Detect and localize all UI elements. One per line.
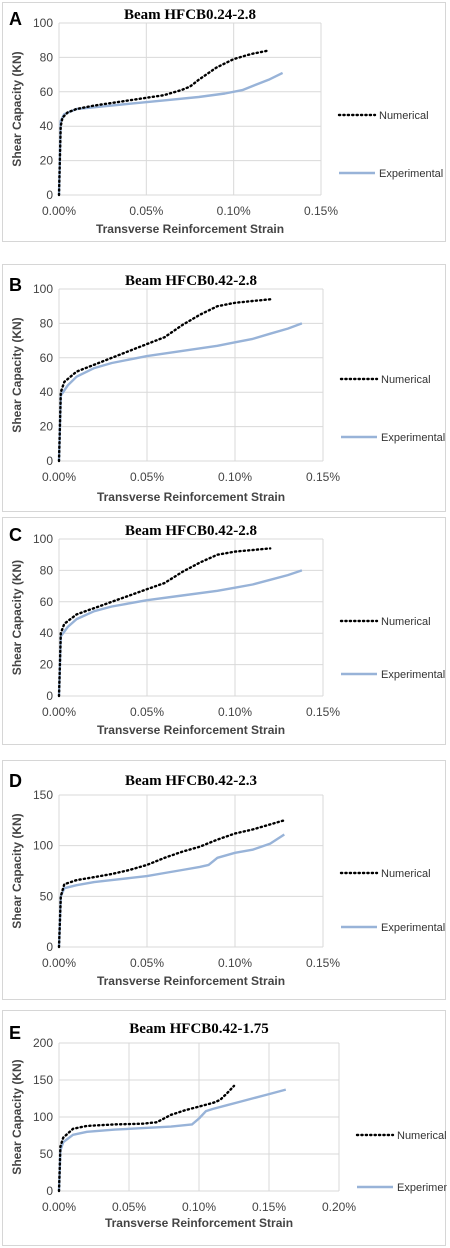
y-tick-label: 40 xyxy=(40,626,54,640)
chart-title: Beam HFCB0.42-1.75 xyxy=(129,1021,269,1037)
series-line-experimental xyxy=(57,322,303,462)
x-tick-label: 0.05% xyxy=(112,1200,146,1214)
y-tick-label: 0 xyxy=(46,1184,53,1198)
y-tick-label: 80 xyxy=(40,50,54,64)
y-tick-label: 20 xyxy=(40,154,54,168)
x-axis-title: Transverse Reinforcement Strain xyxy=(97,723,285,737)
y-tick-label: 0 xyxy=(46,689,53,703)
x-tick-label: 0.05% xyxy=(130,470,164,484)
y-axis-title: Shear Capacity (KN) xyxy=(10,1059,24,1174)
x-axis-title: Transverse Reinforcement Strain xyxy=(97,490,285,504)
y-tick-label: 60 xyxy=(40,85,54,99)
chart-panel-b: B Beam HFCB0.42-2.8 0 20 40 60 80 100 0.00% 0.05%… xyxy=(2,264,446,512)
x-axis-title: Transverse Reinforcement Strain xyxy=(105,1216,293,1230)
y-axis-title: Shear Capacity (KN) xyxy=(10,317,24,432)
x-tick-label: 0.05% xyxy=(130,956,164,970)
x-tick-label: 0.15% xyxy=(306,470,340,484)
x-tick-label: 0.15% xyxy=(306,956,340,970)
x-tick-label: 0.15% xyxy=(252,1200,286,1214)
chart-panel-e: E Beam HFCB0.42-1.75 0 50 100 150 200 0.00% 0.05… xyxy=(2,1010,447,1246)
series-line-experimental xyxy=(57,71,284,196)
chart-d: D Beam HFCB0.42-2.3 0 50 100 150 0.00% 0.05% 0.1… xyxy=(9,771,445,988)
x-tick-label: 0.10% xyxy=(217,204,251,218)
y-tick-label: 0 xyxy=(46,454,53,468)
x-tick-label: 0.15% xyxy=(304,204,338,218)
x-tick-label: 0.05% xyxy=(129,204,163,218)
panel-letter: C xyxy=(9,525,22,545)
y-tick-label: 60 xyxy=(40,351,54,365)
x-tick-label: 0.10% xyxy=(218,705,252,719)
series-line-numerical xyxy=(57,547,272,698)
x-tick-label: 0.00% xyxy=(42,1200,76,1214)
y-tick-label: 40 xyxy=(40,119,54,133)
y-tick-label: 20 xyxy=(40,420,54,434)
panel-letter: B xyxy=(9,275,22,295)
chart-panel-a: A Beam HFCB0.24-2.8 0 20 40 60 80 100 0.00% 0.05%… xyxy=(2,2,446,242)
legend-label-experimental: Experimental xyxy=(381,922,445,934)
x-tick-label: 0.05% xyxy=(130,705,164,719)
panel-letter: D xyxy=(9,771,22,791)
series-line-numerical xyxy=(57,298,272,463)
legend-label-numerical: Numerical xyxy=(379,110,429,122)
y-tick-label: 100 xyxy=(33,1110,53,1124)
panel-letter: A xyxy=(9,9,22,29)
y-tick-label: 20 xyxy=(40,658,54,672)
series-line-experimental xyxy=(57,569,303,697)
chart-c: C Beam HFCB0.42-2.8 0 20 40 60 80 100 0.00% 0.05%… xyxy=(9,523,445,737)
chart-title: Beam HFCB0.42-2.8 xyxy=(125,523,257,539)
chart-panel-c: C Beam HFCB0.42-2.8 0 20 40 60 80 100 0.00% 0.05%… xyxy=(2,517,446,745)
x-tick-label: 0.00% xyxy=(42,470,76,484)
y-tick-label: 60 xyxy=(40,595,54,609)
x-tick-label: 0.10% xyxy=(218,956,252,970)
y-tick-label: 0 xyxy=(46,188,53,202)
y-axis-title: Shear Capacity (KN) xyxy=(10,51,24,166)
chart-title: Beam HFCB0.42-2.8 xyxy=(125,273,257,289)
x-tick-label: 0.20% xyxy=(322,1200,356,1214)
legend-label-numerical: Numerical xyxy=(397,1130,447,1142)
chart-e: E Beam HFCB0.42-1.75 0 50 100 150 200 0.00% 0.05… xyxy=(9,1021,447,1230)
y-tick-label: 100 xyxy=(33,282,53,296)
y-axis-title: Shear Capacity (KN) xyxy=(10,560,24,675)
legend-label-experimental: Experimental xyxy=(381,432,445,444)
legend-label-numerical: Numerical xyxy=(381,616,431,628)
y-tick-label: 80 xyxy=(40,563,54,577)
chart-panel-d: D Beam HFCB0.42-2.3 0 50 100 150 0.00% 0.05% 0.1… xyxy=(2,760,446,1000)
legend-label-numerical: Numerical xyxy=(381,868,431,880)
x-tick-label: 0.00% xyxy=(42,705,76,719)
y-tick-label: 150 xyxy=(33,1073,53,1087)
y-tick-label: 150 xyxy=(33,788,53,802)
chart-b: B Beam HFCB0.42-2.8 0 20 40 60 80 100 0.00% 0.05%… xyxy=(9,273,445,504)
legend-label-experimental: Experimental xyxy=(379,168,443,180)
x-tick-label: 0.10% xyxy=(182,1200,216,1214)
y-tick-label: 200 xyxy=(33,1036,53,1050)
y-tick-label: 100 xyxy=(33,532,53,546)
y-tick-label: 100 xyxy=(33,839,53,853)
y-tick-label: 80 xyxy=(40,316,54,330)
x-tick-label: 0.00% xyxy=(42,204,76,218)
y-axis-title: Shear Capacity (KN) xyxy=(10,813,24,928)
series-line-numerical xyxy=(57,819,286,949)
y-tick-label: 0 xyxy=(46,940,53,954)
y-tick-label: 40 xyxy=(40,385,54,399)
x-tick-label: 0.00% xyxy=(42,956,76,970)
y-tick-label: 100 xyxy=(33,16,53,30)
legend-label-experimental: Experimental xyxy=(397,1182,447,1194)
y-tick-label: 50 xyxy=(40,889,54,903)
x-axis-title: Transverse Reinforcement Strain xyxy=(97,974,285,988)
x-tick-label: 0.15% xyxy=(306,705,340,719)
series-line-experimental xyxy=(57,833,285,948)
chart-title: Beam HFCB0.42-2.3 xyxy=(125,773,257,789)
panel-letter: E xyxy=(9,1023,21,1043)
chart-a: A Beam HFCB0.24-2.8 0 20 40 60 80 100 0.00% 0.05%… xyxy=(9,7,443,236)
legend-label-numerical: Numerical xyxy=(381,374,431,386)
series-line-numerical xyxy=(57,1084,236,1193)
series-line-experimental xyxy=(57,1088,287,1192)
chart-title: Beam HFCB0.24-2.8 xyxy=(124,7,256,23)
y-tick-label: 50 xyxy=(40,1147,54,1161)
x-tick-label: 0.10% xyxy=(218,470,252,484)
legend-label-experimental: Experimental xyxy=(381,669,445,681)
x-axis-title: Transverse Reinforcement Strain xyxy=(96,222,284,236)
series-line-numerical xyxy=(57,49,270,197)
